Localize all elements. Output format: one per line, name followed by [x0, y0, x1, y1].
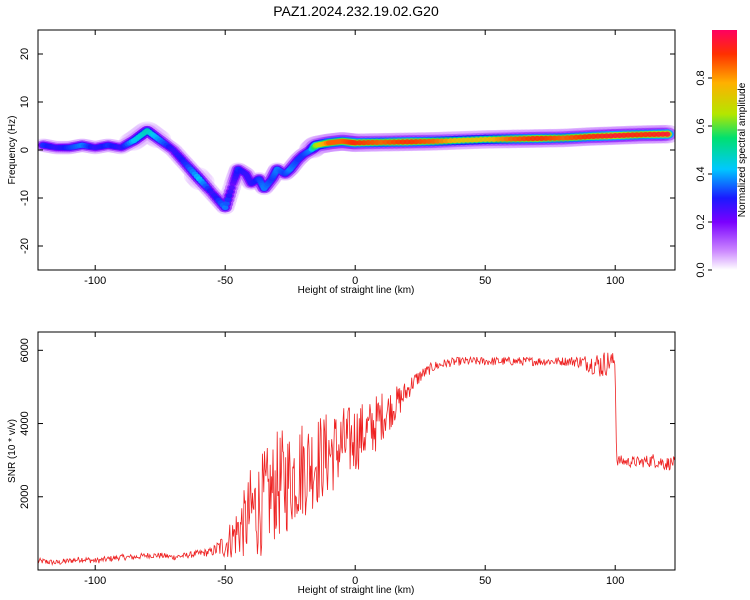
spectrogram-cell — [663, 131, 671, 137]
snr-y-tick-label: 6000 — [19, 338, 31, 362]
snr-panel: -100 -50 0 50 100 2000 4000 6000 Height of stra… — [7, 331, 676, 596]
spectrogram-plot-area — [38, 30, 675, 270]
spectrogram-cell — [228, 185, 235, 191]
colorbar-tick-label: 0.2 — [695, 214, 707, 229]
spectrogram-x-label: Height of straight line (km) — [298, 285, 415, 296]
colorbar-tick-label: 0.6 — [695, 118, 707, 133]
spectrogram-y-tick-label: -20 — [19, 238, 31, 254]
snr-series-line — [38, 352, 675, 567]
snr-x-label: Height of straight line (km) — [298, 585, 415, 596]
spectrogram-x-tick-label: 50 — [479, 275, 491, 287]
spectrogram-ridge — [38, 121, 675, 215]
spectrogram-cell — [221, 205, 229, 211]
spectrogram-x-tick-label: 0 — [352, 275, 358, 287]
figure-title: PAZ1.2024.232.19.02.G20 — [273, 3, 439, 19]
colorbar-ticks: 0.0 0.2 0.4 0.6 0.8 — [695, 70, 712, 278]
snr-x-tick-label: 100 — [606, 575, 624, 587]
colorbar-tick-label: 0.8 — [695, 70, 707, 85]
spectrogram-cell — [224, 197, 232, 203]
spectrogram-x-tick-label: -50 — [217, 275, 233, 287]
spectrogram-x-tick-label: -100 — [84, 275, 106, 287]
snr-y-label: SNR (10 * v/v) — [7, 419, 18, 483]
colorbar-tick-label: 0.4 — [695, 166, 707, 181]
spectrogram-y-tick-label: 0 — [19, 147, 31, 153]
spectrogram-y-tick-label: 20 — [19, 48, 31, 60]
snr-y-tick-label: 2000 — [19, 485, 31, 509]
colorbar-tick-label: 0.0 — [695, 262, 707, 277]
snr-ticks: -100 -50 0 50 100 2000 4000 6000 — [19, 332, 675, 587]
spectrogram-x-tick-label: 100 — [606, 275, 624, 287]
colorbar-label: Normalized spectral amplitude — [737, 82, 748, 217]
colorbar: 0.0 0.2 0.4 0.6 0.8 Normalized spectral ampl… — [695, 30, 748, 278]
snr-x-tick-label: 50 — [479, 575, 491, 587]
spectrogram-y-tick-label: 10 — [19, 96, 31, 108]
spectrogram-cell — [223, 201, 230, 207]
snr-x-tick-label: -50 — [217, 575, 233, 587]
spectrogram-y-label: Frequency (Hz) — [7, 116, 18, 185]
snr-frame — [37, 331, 676, 571]
spectrogram-cell — [227, 189, 234, 195]
snr-y-tick-label: 4000 — [19, 411, 31, 435]
spectrogram-cell — [225, 193, 233, 199]
snr-x-tick-label: -100 — [84, 575, 106, 587]
colorbar-gradient — [712, 30, 737, 270]
snr-x-tick-label: 0 — [352, 575, 358, 587]
spectrogram-y-tick-label: -10 — [19, 190, 31, 206]
